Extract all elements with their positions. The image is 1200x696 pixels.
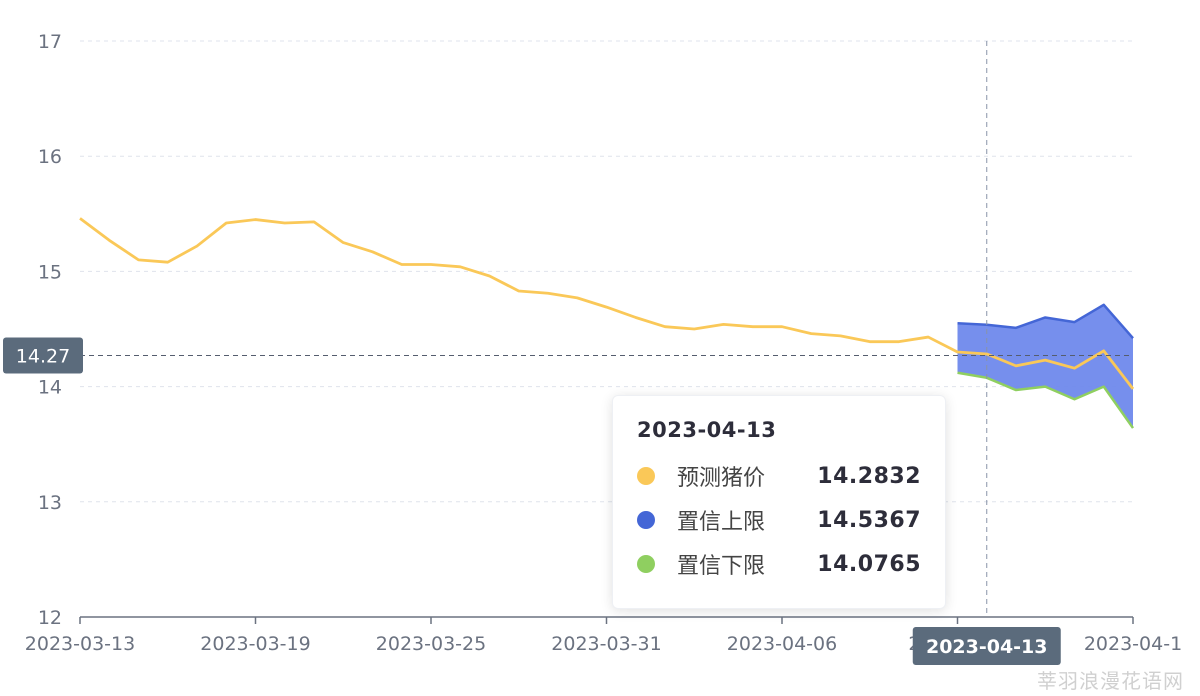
forecast-price-line — [79, 217, 1135, 390]
tooltip-series-value: 14.2832 — [817, 463, 921, 489]
tooltip-series-value: 14.0765 — [817, 551, 921, 577]
crosshair-y-label: 14.27 — [16, 345, 70, 367]
y-tick-label: 13 — [38, 492, 62, 514]
tooltip-row-forecast: 预测猪价 14.2832 — [637, 454, 921, 498]
crosshair-x-label-box — [912, 627, 1061, 665]
x-tick-label: 2023-03-13 — [25, 633, 135, 655]
tooltip-series-value: 14.5367 — [817, 507, 921, 533]
tooltip-row-upper: 置信上限 14.5367 — [637, 498, 921, 542]
tooltip: 2023-04-13 预测猪价 14.2832 置信上限 14.5367 置信下… — [612, 395, 946, 609]
tooltip-series-name: 预测猪价 — [677, 466, 766, 491]
crosshair-y-label-box — [3, 337, 83, 374]
x-tick-label: 2023-03-19 — [200, 633, 310, 655]
crosshair-x-label: 2023-04-13 — [926, 636, 1048, 658]
x-tick-label: 2023-04-06 — [727, 633, 837, 655]
x-tick-label: 2023-03-25 — [376, 633, 486, 655]
forecast-dot-icon — [637, 467, 655, 485]
y-tick-label: 16 — [38, 146, 62, 168]
x-tick-label: 2023-03-31 — [551, 633, 661, 655]
confidence-band-area — [957, 304, 1133, 429]
tooltip-series-name: 置信上限 — [677, 510, 766, 535]
watermark: 莘羽浪漫花语网 — [1037, 669, 1184, 693]
y-tick-label: 12 — [38, 607, 62, 629]
y-tick-label: 17 — [38, 31, 62, 53]
x-tick-label: 2023-04-1 — [1084, 633, 1182, 655]
upper-dot-icon — [637, 511, 655, 529]
y-tick-label: 15 — [38, 261, 62, 283]
tooltip-title: 2023-04-13 — [637, 418, 777, 442]
y-tick-label: 14 — [38, 377, 62, 399]
tooltip-series-name: 置信下限 — [677, 554, 766, 579]
lower-dot-icon — [637, 555, 655, 573]
tooltip-row-lower: 置信下限 14.0765 — [637, 542, 921, 586]
